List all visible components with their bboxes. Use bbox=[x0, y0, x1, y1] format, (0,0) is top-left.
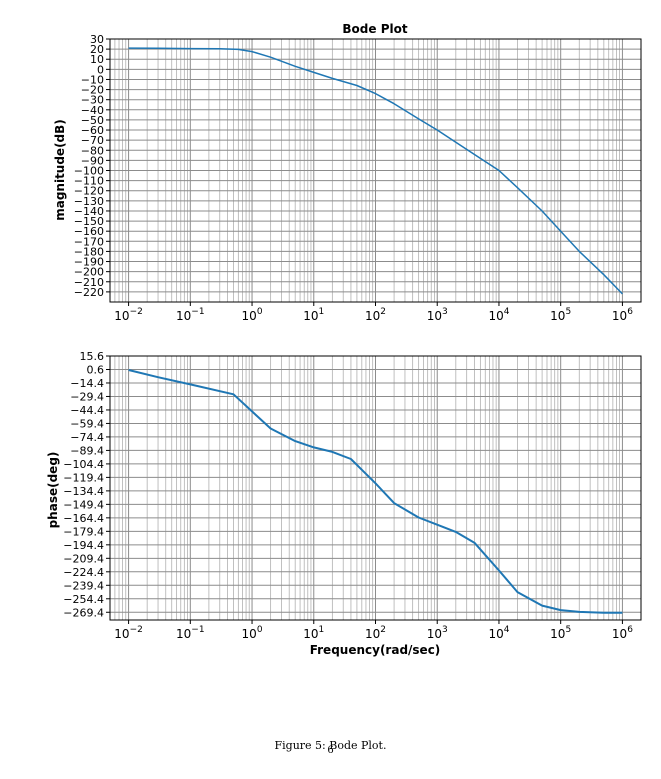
y-tick-label: −194.4 bbox=[63, 539, 104, 552]
x-tick-label: 105 bbox=[550, 625, 571, 641]
x-tick-label: 101 bbox=[303, 625, 324, 641]
x-tick-label: 100 bbox=[242, 625, 263, 641]
y-tick-label: −130 bbox=[74, 195, 104, 208]
y-tick-label: −209.4 bbox=[63, 552, 104, 565]
y-tick-label: −120 bbox=[74, 185, 104, 198]
phase-plot: Frequency(rad/sec) phase(deg) 10−2 10−1 10… bbox=[46, 350, 642, 657]
x-tick-label: 102 bbox=[365, 307, 386, 323]
y-tick-label: −44.4 bbox=[70, 404, 104, 417]
y-tick-label: −104.4 bbox=[63, 458, 104, 471]
x-tick-label: 105 bbox=[550, 307, 571, 323]
y-tick-label: −100 bbox=[74, 165, 104, 178]
y-tick-label: −269.4 bbox=[63, 606, 104, 619]
y-tick-label: −90 bbox=[81, 154, 104, 167]
x-tick-label: 103 bbox=[427, 625, 448, 641]
x-tick-label: 106 bbox=[612, 307, 633, 323]
y-tick-label: −254.4 bbox=[63, 593, 104, 606]
y-tick-label: 10 bbox=[90, 53, 104, 66]
y-tick-label: −89.4 bbox=[70, 444, 104, 457]
y-tick-label: −149.4 bbox=[63, 498, 104, 511]
x-axis-label: Frequency(rad/sec) bbox=[310, 643, 441, 657]
y-tick-label: 20 bbox=[90, 43, 104, 56]
page-number: 6 bbox=[327, 745, 334, 756]
magnitude-series-line bbox=[128, 47, 623, 295]
y-tick-label: 0 bbox=[97, 63, 104, 76]
plot-frame bbox=[109, 38, 642, 303]
y-axis-label: magnitude(dB) bbox=[53, 119, 67, 221]
y-tick-label: −10 bbox=[81, 73, 104, 86]
figure-caption: Figure 5: Bode Plot. bbox=[274, 739, 387, 752]
y-tick-label: 15.6 bbox=[80, 350, 105, 363]
chart-title: Bode Plot bbox=[342, 22, 407, 36]
y-tick-label: −20 bbox=[81, 84, 104, 97]
y-tick-label: −179.4 bbox=[63, 525, 104, 538]
y-tick-label: −30 bbox=[81, 94, 104, 107]
y-tick-label: −40 bbox=[81, 104, 104, 117]
x-tick-label: 106 bbox=[612, 625, 633, 641]
x-tick-label: 104 bbox=[488, 307, 509, 323]
y-tick-label: −170 bbox=[74, 235, 104, 248]
x-tick-label: 10−1 bbox=[176, 625, 205, 641]
y-tick-label: −134.4 bbox=[63, 485, 104, 498]
x-tick-label: 100 bbox=[242, 307, 263, 323]
x-tick-label: 102 bbox=[365, 625, 386, 641]
x-tick-label: 104 bbox=[488, 625, 509, 641]
y-tick-label: −74.4 bbox=[70, 431, 104, 444]
y-tick-label: −29.4 bbox=[70, 390, 104, 403]
phase-series-line bbox=[128, 369, 623, 614]
y-tick-label: −224.4 bbox=[63, 566, 104, 579]
y-tick-label: −70 bbox=[81, 134, 104, 147]
y-tick-label: −59.4 bbox=[70, 417, 104, 430]
y-tick-label: −180 bbox=[74, 245, 104, 258]
y-tick-label: −239.4 bbox=[63, 579, 104, 592]
x-tick-label: 103 bbox=[427, 307, 448, 323]
y-axis-label: phase(deg) bbox=[46, 452, 60, 529]
y-tick-label: 30 bbox=[90, 33, 104, 46]
y-tick-label: −140 bbox=[74, 205, 104, 218]
x-tick-label: 101 bbox=[303, 307, 324, 323]
magnitude-plot: Bode Plot magnitude(dB) 10−2 10−1 100 101 10… bbox=[53, 22, 642, 323]
x-tick-label: 10−2 bbox=[114, 625, 143, 641]
y-tick-label: −200 bbox=[74, 266, 104, 279]
x-tick-label: 10−1 bbox=[176, 307, 205, 323]
y-tick-label: −80 bbox=[81, 144, 104, 157]
y-tick-label: −119.4 bbox=[63, 471, 104, 484]
y-tick-label: −160 bbox=[74, 225, 104, 238]
x-tick-label: 10−2 bbox=[114, 307, 143, 323]
y-tick-label: −110 bbox=[74, 175, 104, 188]
y-tick-label: −190 bbox=[74, 256, 104, 269]
y-tick-label: −210 bbox=[74, 276, 104, 289]
y-tick-label: −14.4 bbox=[70, 377, 104, 390]
y-tick-label: −164.4 bbox=[63, 512, 104, 525]
y-tick-label: 0.6 bbox=[87, 363, 105, 376]
y-tick-label: −60 bbox=[81, 124, 104, 137]
y-tick-label: −220 bbox=[74, 286, 104, 299]
y-tick-label: −50 bbox=[81, 114, 104, 127]
y-tick-label: −150 bbox=[74, 215, 104, 228]
plot-frame bbox=[109, 355, 642, 621]
